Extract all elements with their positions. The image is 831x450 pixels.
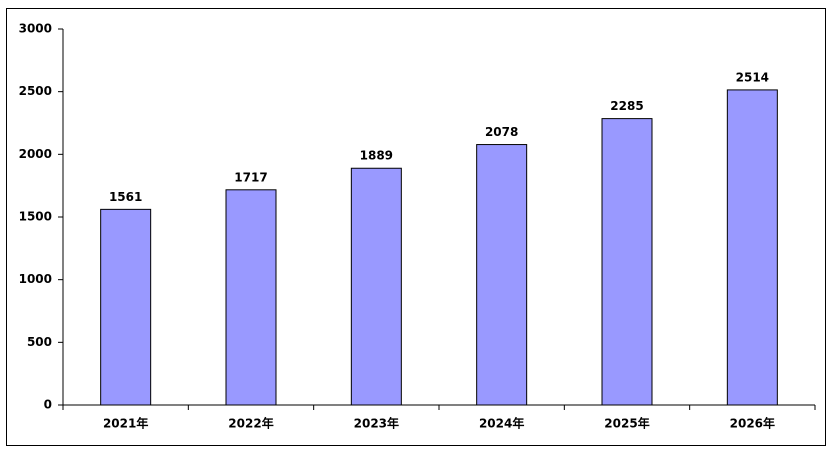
data-label: 1561 <box>109 190 142 204</box>
x-tick-label: 2024年 <box>479 416 524 431</box>
bar <box>476 144 528 406</box>
bar <box>225 189 277 406</box>
data-label: 2285 <box>610 99 643 113</box>
bar <box>350 167 402 406</box>
y-tick-label: 1500 <box>19 210 52 224</box>
bar <box>601 118 653 406</box>
bar <box>726 89 778 406</box>
bar <box>100 208 152 406</box>
data-label: 2514 <box>736 70 769 84</box>
x-tick-label: 2023年 <box>354 416 399 431</box>
y-tick-label: 2500 <box>19 84 52 98</box>
x-tick-label: 2021年 <box>103 416 148 431</box>
data-label: 1889 <box>360 149 393 163</box>
y-tick-label: 1000 <box>19 272 52 286</box>
x-tick-label: 2022年 <box>228 416 273 431</box>
y-tick-label: 3000 <box>19 22 52 36</box>
y-tick-label: 500 <box>27 335 52 349</box>
x-tick-label: 2025年 <box>604 416 649 431</box>
data-label: 1717 <box>234 170 267 184</box>
chart-border <box>6 8 826 446</box>
y-tick-label: 0 <box>44 398 52 412</box>
data-label: 2078 <box>485 125 518 139</box>
y-tick-label: 2000 <box>19 147 52 161</box>
x-tick-label: 2026年 <box>730 416 775 431</box>
